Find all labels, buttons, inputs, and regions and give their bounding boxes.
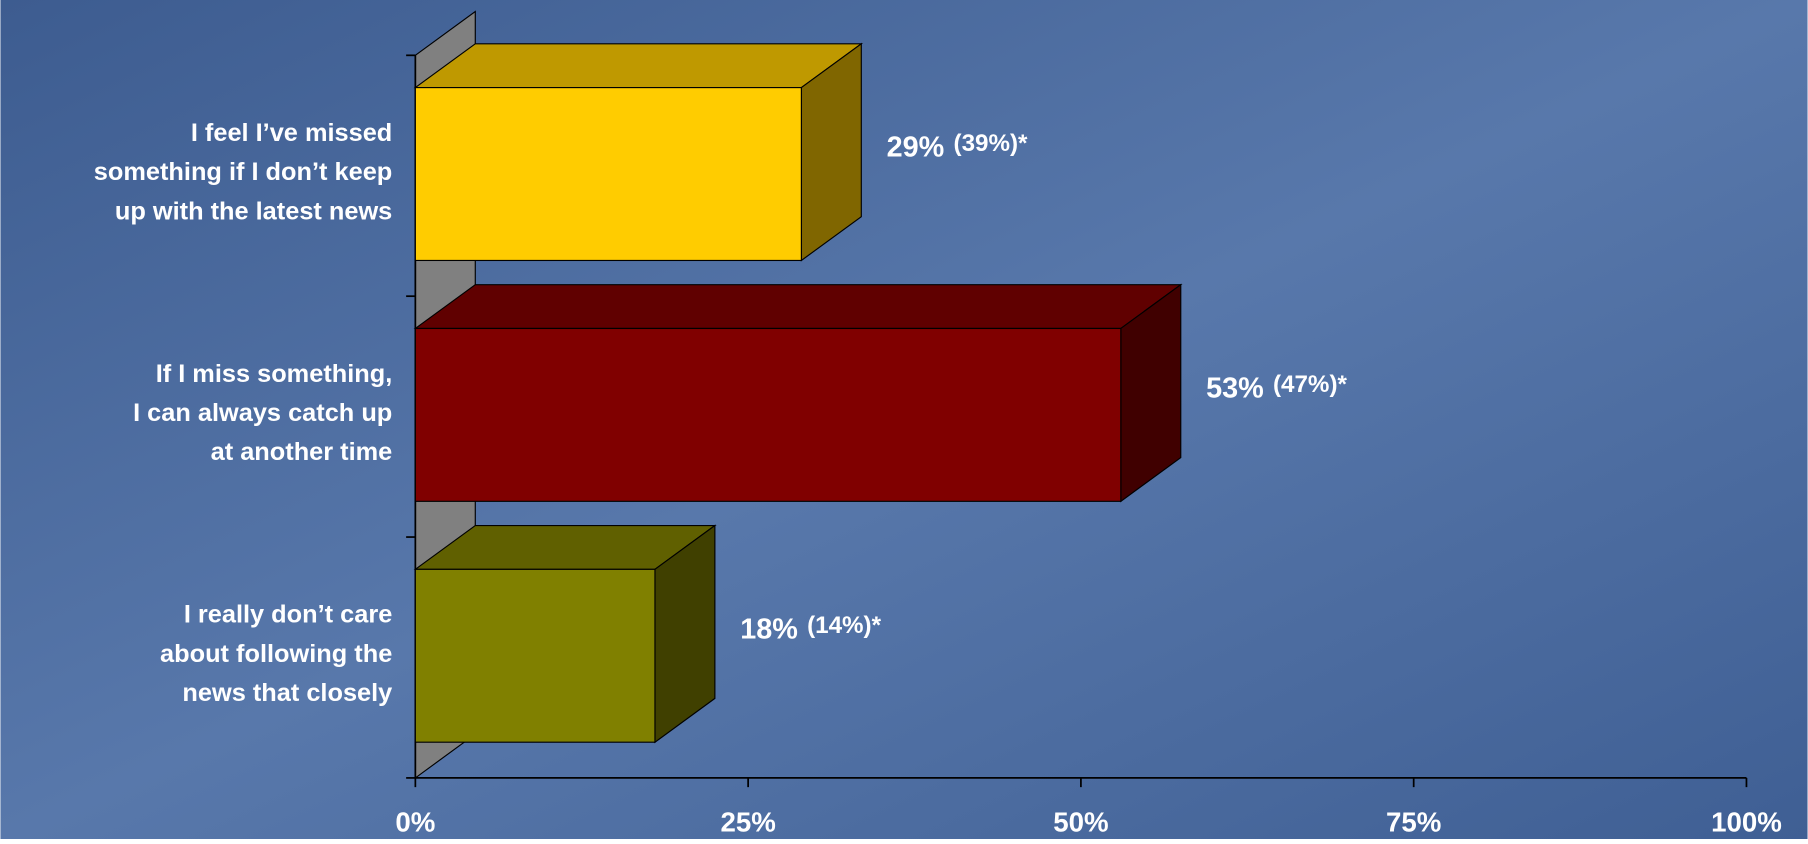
- y-tick-label: about following the: [160, 640, 392, 668]
- y-tick-label: at another time: [211, 438, 393, 466]
- value-label-main: 53%: [1206, 372, 1264, 404]
- y-tick-label: news that closely: [182, 679, 392, 707]
- x-tick-label: 100%: [1711, 806, 1782, 837]
- x-tick-label: 50%: [1053, 806, 1108, 837]
- y-tick-label: I can always catch up: [133, 399, 392, 427]
- x-tick-label: 0%: [395, 806, 435, 837]
- y-tick-label: If I miss something,: [156, 360, 393, 388]
- comparison-label: (39%)*: [954, 131, 1029, 158]
- y-tick-label: something if I don’t keep: [94, 158, 393, 186]
- y-tick-label: I really don’t care: [184, 601, 392, 629]
- comparison-label: (14%)*: [807, 612, 882, 639]
- bar-front: [414, 568, 656, 743]
- bar: [413, 283, 1183, 503]
- value-label: 18% (14%)*: [740, 612, 881, 645]
- bar-top: [413, 43, 864, 89]
- x-tick-label: 75%: [1386, 806, 1441, 837]
- value-label: 29% (39%)*: [887, 131, 1028, 164]
- y-tick-label: up with the latest news: [115, 197, 392, 225]
- bar: [413, 42, 864, 262]
- bar: [413, 524, 717, 744]
- value-label: 53% (47%)*: [1206, 371, 1347, 404]
- value-label-main: 18%: [740, 613, 798, 645]
- y-tick-label: I feel I’ve missed: [191, 119, 392, 147]
- comparison-label: (47%)*: [1273, 371, 1348, 398]
- bar-front: [414, 87, 802, 262]
- x-tick-label: 25%: [720, 806, 775, 837]
- value-label-main: 29%: [887, 131, 945, 163]
- bar-top: [413, 284, 1183, 330]
- bar-front: [414, 327, 1122, 502]
